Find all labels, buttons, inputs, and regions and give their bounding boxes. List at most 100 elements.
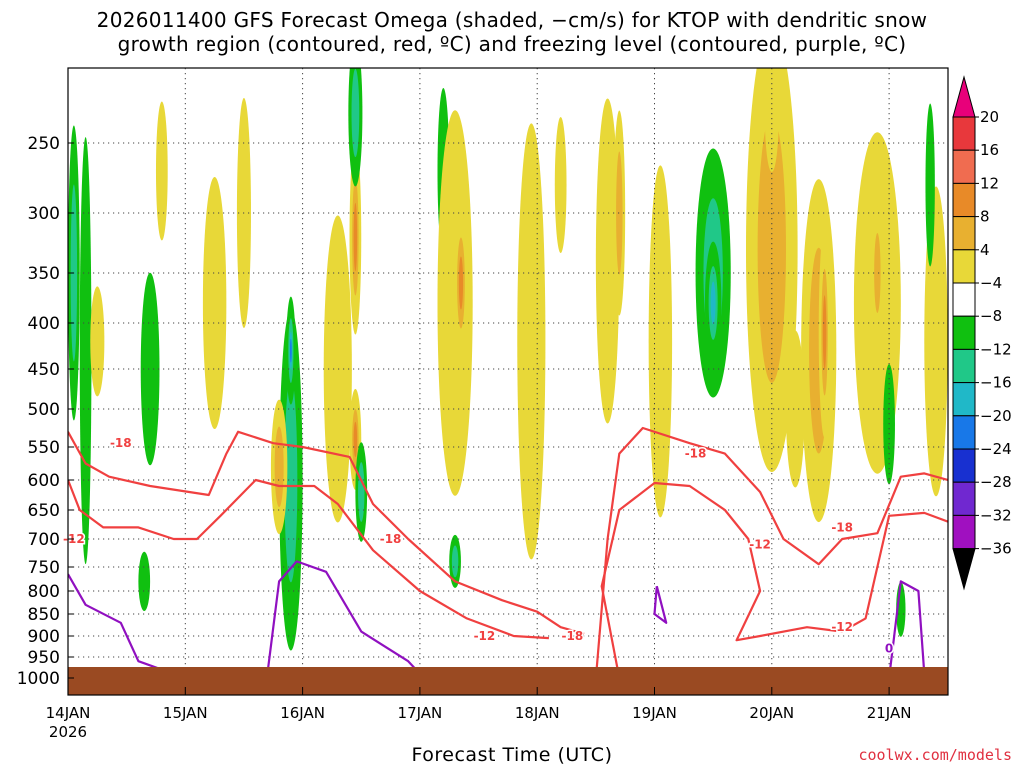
colorbar-bin-12: [952, 514, 976, 550]
colorbar-label-7: −12: [980, 340, 1012, 358]
omega-cell-6: [202, 177, 227, 429]
y-tick-label-600: 600: [28, 471, 60, 491]
y-tick-label-500: 500: [28, 400, 60, 420]
omega-core-23: [616, 151, 623, 275]
omega-cell-3: [138, 551, 151, 612]
credit-text: coolwx.com/models: [858, 746, 1012, 764]
y-tick-label-900: 900: [28, 627, 60, 647]
contour-label-8: -12: [831, 620, 853, 634]
y-tick-label-300: 300: [28, 204, 60, 224]
y-tick-label-700: 700: [28, 530, 60, 550]
y-tick-label-550: 550: [28, 438, 60, 458]
omega-max-9: [290, 338, 292, 363]
colorbar-bin-11: [952, 481, 976, 516]
x-axis-label: Forecast Time (UTC): [411, 744, 613, 766]
omega-cell-11: [323, 215, 352, 523]
colorbar-bin-0: [952, 116, 976, 151]
colorbar-label-10: −24: [980, 440, 1012, 458]
colorbar: 20 16 12 8 4 −4 −8 −12 −16 −20 −24 −28 −32 −36: [952, 75, 1012, 591]
omega-cell-38: [785, 330, 805, 488]
x-tick-label-19JAN: 19JAN: [632, 704, 677, 722]
chart-title-line2: growth region (contoured, red, ºC) and f…: [117, 32, 907, 56]
colorbar-bin-6: [952, 315, 976, 350]
y-tick-label-850: 850: [28, 605, 60, 625]
omega-cell-5: [155, 101, 168, 241]
omega-peak-13: [353, 421, 358, 458]
x-tick-label-20JAN: 20JAN: [749, 704, 794, 722]
y-tick-label-350: 350: [28, 264, 60, 284]
colorbar-label-12: −32: [980, 506, 1012, 524]
colorbar-bin-2: [952, 182, 976, 218]
omega-core-19: [451, 545, 459, 578]
omega-core-32: [874, 233, 881, 313]
freezing-contour-5: [267, 560, 416, 667]
omega-cell-2: [140, 272, 160, 466]
ground: [68, 667, 948, 695]
y-tick-label-950: 950: [28, 648, 60, 668]
colorbar-label-2: 12: [980, 174, 999, 192]
y-axis: 2503003504004505005506006507007508008509…: [17, 134, 74, 689]
dendritic-contour-0: [68, 430, 585, 635]
colorbar-bin-1: [952, 149, 976, 184]
y-tick-label-1000: 1000: [17, 669, 60, 689]
omega-cell-34: [925, 103, 935, 267]
omega-shading: [68, 68, 948, 651]
contour-label-5: -18: [685, 447, 707, 461]
omega-cell-1: [79, 137, 92, 565]
omega-peak-26: [710, 281, 716, 325]
freezing-contour-7: [889, 580, 925, 667]
colorbar-bin-5: [952, 282, 976, 317]
colorbar-label-3: 8: [980, 208, 990, 226]
x-tick-sublabel-year: 2026: [49, 723, 87, 741]
omega-core-15: [358, 462, 365, 522]
y-tick-label-250: 250: [28, 134, 60, 154]
omega-cell-24: [648, 165, 673, 518]
x-tick-label-15JAN: 15JAN: [163, 704, 208, 722]
colorbar-label-8: −16: [980, 374, 1012, 392]
x-tick-label-21JAN: 21JAN: [867, 704, 912, 722]
omega-cell-4: [90, 286, 105, 397]
dendritic-contour-2: [595, 426, 948, 667]
plot-frame: [67, 67, 949, 696]
colorbar-bin-3: [952, 216, 976, 251]
colorbar-label-0: 20: [980, 108, 999, 126]
contours: [68, 426, 948, 667]
omega-cell-22: [595, 98, 620, 424]
y-tick-label-650: 650: [28, 501, 60, 521]
freezing-contour-4: [68, 573, 158, 667]
omega-peak-30: [822, 295, 827, 370]
omega-peak-18: [458, 256, 464, 310]
colorbar-label-5: −4: [980, 274, 1002, 292]
y-tick-label-400: 400: [28, 314, 60, 334]
freezing-contour-6: [653, 585, 668, 624]
contour-label-9: 0: [885, 642, 893, 656]
y-tick-label-450: 450: [28, 360, 60, 380]
contour-label-4: -18: [562, 629, 584, 643]
colorbar-label-4: 4: [980, 241, 990, 259]
contour-label-6: -12: [749, 538, 771, 552]
colorbar-bin-7: [952, 348, 976, 384]
contour-label-0: -18: [110, 436, 132, 450]
omega-core-10: [274, 426, 284, 508]
contour-label-7: -18: [831, 520, 853, 534]
colorbar-extend-bottom: [952, 548, 976, 591]
colorbar-bin-4: [952, 249, 976, 284]
y-tick-label-750: 750: [28, 558, 60, 578]
colorbar-bin-8: [952, 382, 976, 417]
colorbar-label-1: 16: [980, 141, 999, 159]
colorbar-extend-top: [952, 75, 976, 118]
x-tick-label-14JAN: 14JAN: [46, 704, 91, 722]
colorbar-bin-10: [952, 448, 976, 483]
x-tick-label-17JAN: 17JAN: [398, 704, 443, 722]
dendritic-contour-3: [600, 481, 948, 667]
colorbar-bin-9: [952, 415, 976, 450]
colorbar-label-13: −36: [980, 540, 1012, 558]
omega-cell-20: [517, 123, 546, 560]
chart-title-line1: 2026011400 GFS Forecast Omega (shaded, −…: [96, 8, 928, 32]
colorbar-label-11: −28: [980, 473, 1012, 491]
omega-peak-12: [353, 202, 358, 272]
x-tick-label-16JAN: 16JAN: [280, 704, 325, 722]
x-tick-label-18JAN: 18JAN: [515, 704, 560, 722]
